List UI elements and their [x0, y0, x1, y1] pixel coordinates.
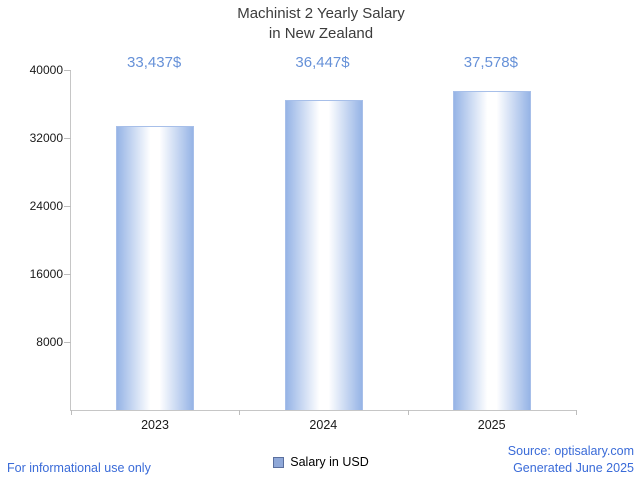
y-tick-label: 16000 [29, 267, 63, 281]
chart-title: Machinist 2 Yearly Salary in New Zealand [0, 4, 642, 43]
source-info: Source: optisalary.com Generated June 20… [508, 443, 634, 477]
legend: Salary in USD [0, 455, 642, 469]
y-tick-mark [64, 274, 71, 275]
y-tick-mark [64, 206, 71, 207]
y-tick-label: 32000 [29, 131, 63, 145]
value-label-2025: 37,578$ [463, 54, 518, 71]
x-tick-mark [576, 410, 577, 415]
x-axis-label-2023: 2023 [141, 418, 169, 432]
y-tick-label: 24000 [29, 199, 63, 213]
legend-marker-icon [273, 456, 285, 468]
value-label-2024: 36,447$ [295, 54, 350, 71]
disclaimer-text: For informational use only [7, 461, 151, 475]
y-tick-label: 8000 [36, 335, 63, 349]
y-tick-label: 40000 [29, 63, 63, 77]
chart-title-line2: in New Zealand [268, 24, 374, 42]
x-axis-label-2024: 2024 [309, 418, 338, 432]
y-tick-mark [64, 342, 71, 343]
x-axis-label-2025: 2025 [477, 418, 506, 432]
chart-title-line1: Machinist 2 Yearly Salary [237, 5, 405, 22]
legend-label: Salary in USD [290, 455, 369, 469]
y-tick-mark [64, 70, 71, 71]
x-tick-mark [71, 410, 72, 415]
x-tick-mark [239, 410, 241, 415]
generated-text: Generated June 2025 [513, 461, 634, 476]
x-tick-mark [407, 410, 409, 415]
source-text: Source: optisalary.com [507, 444, 634, 459]
value-label-2023: 33,437$ [127, 54, 182, 71]
plot-area: 8000 16000 24000 32000 40000 2023 2024 2025 [30, 63, 577, 432]
bar-2023 [116, 125, 195, 410]
bar-2024 [284, 100, 363, 410]
bar-2025 [452, 90, 531, 410]
y-tick-mark [64, 138, 71, 139]
